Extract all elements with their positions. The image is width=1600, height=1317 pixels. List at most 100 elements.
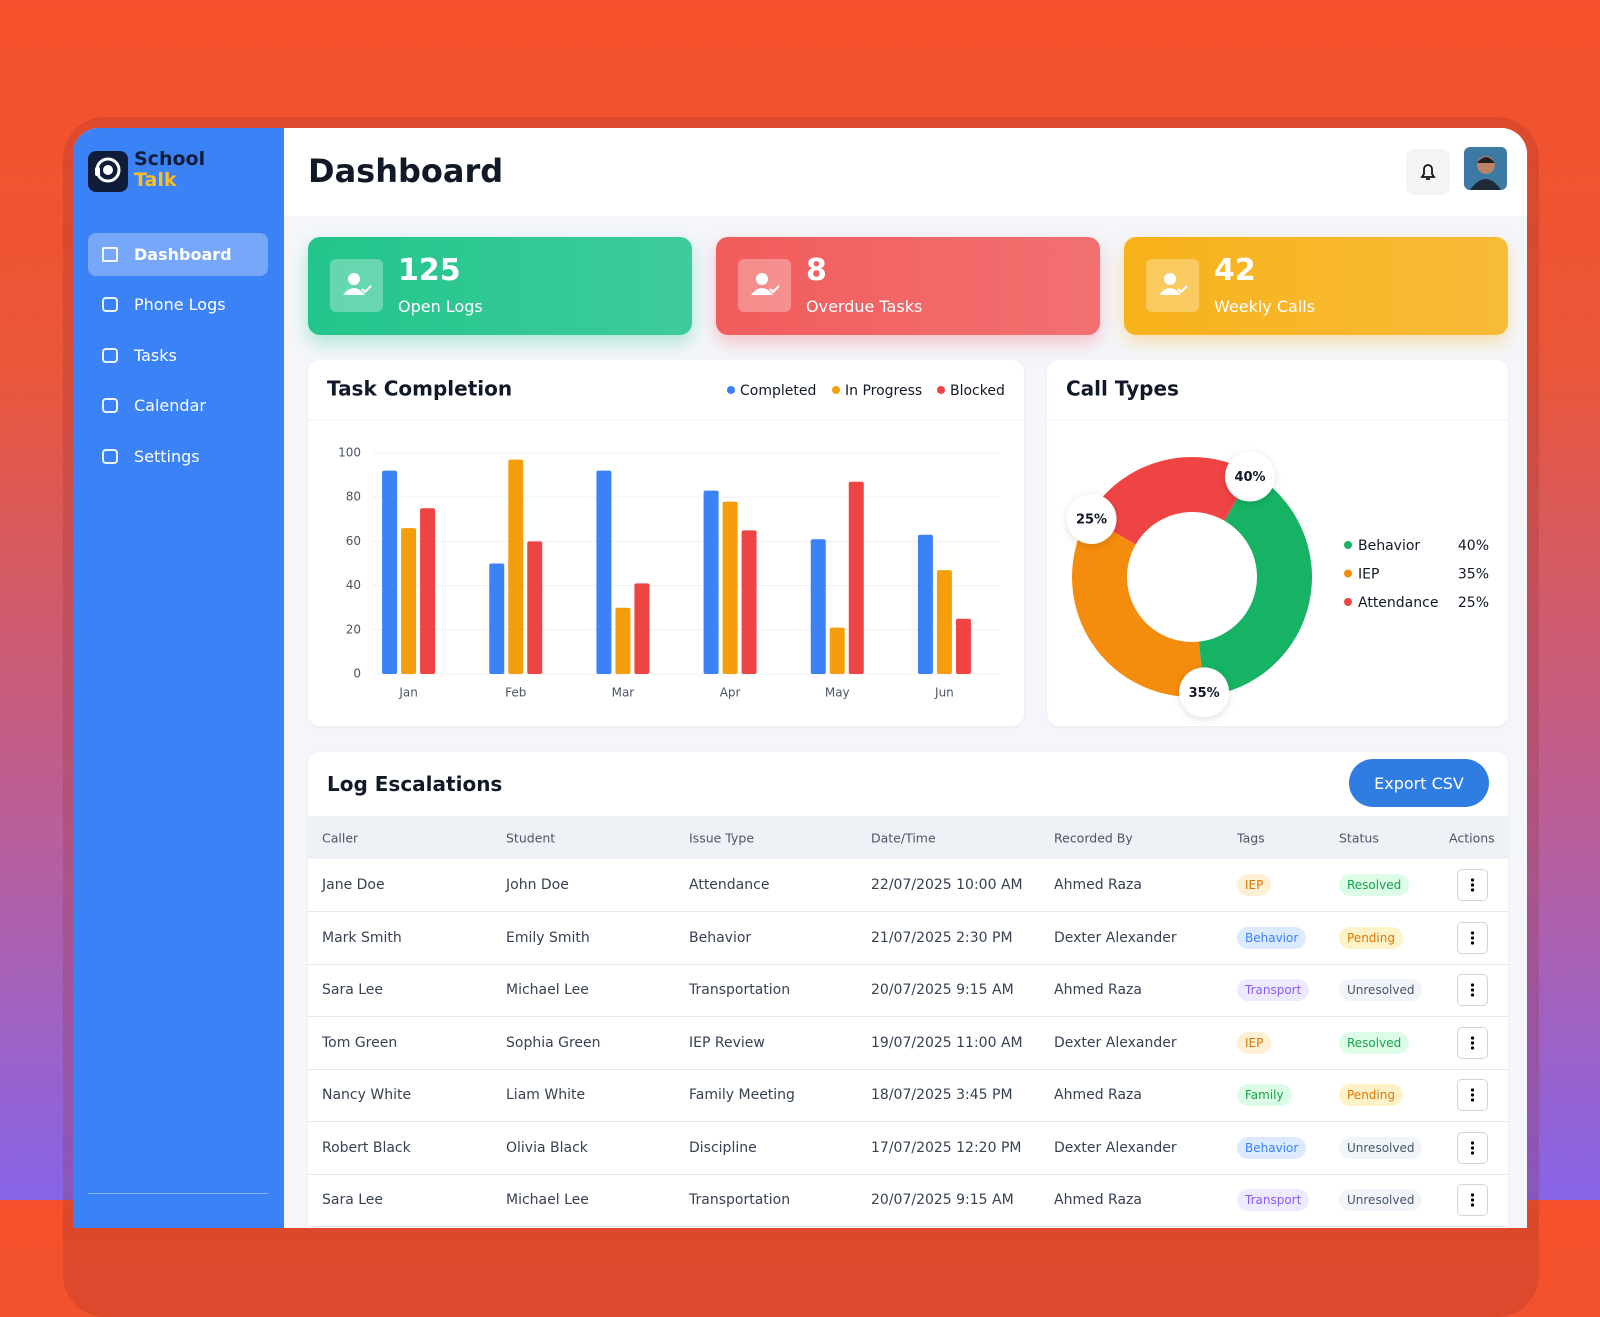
page-title: Dashboard <box>308 152 504 190</box>
cell: Michael Lee <box>506 982 589 998</box>
column-header: Recorded By <box>1054 830 1133 846</box>
bar <box>615 607 631 674</box>
action-button[interactable] <box>1457 869 1488 901</box>
row-border <box>308 1173 1508 1175</box>
action-button[interactable] <box>1457 1184 1488 1216</box>
nav-item[interactable]: Phone Logs <box>88 283 268 326</box>
legend-dot <box>1344 598 1352 606</box>
cell: Tom Green <box>322 1034 398 1051</box>
cell: John Doe <box>506 877 569 893</box>
cell: Sophia Green <box>506 1034 601 1051</box>
pie-chart: Call Types 40% Behavior 40% 35% IEP 35% 25% Atte… <box>1047 377 1508 718</box>
nav-icon <box>102 348 118 363</box>
bar <box>722 501 738 674</box>
app: School Talk Dashboard Phone Logs Tasks Cale… <box>73 128 1527 1228</box>
stat-card: 8 Overdue Tasks <box>716 237 1100 335</box>
action-button[interactable] <box>1457 1026 1488 1059</box>
stat-value: 42 <box>1214 253 1256 288</box>
row-border <box>308 1226 1508 1227</box>
export-button[interactable]: Export CSV <box>1349 759 1489 807</box>
action-button[interactable] <box>1457 1079 1488 1111</box>
legend-dot <box>832 386 840 394</box>
x-tick-label: Jun <box>934 686 954 700</box>
cell: 20/07/2025 9:15 AM <box>871 982 1014 998</box>
bar <box>955 618 971 674</box>
tag: Behavior <box>1237 926 1307 949</box>
stat-icon <box>1146 259 1199 312</box>
cell: Dexter Alexander <box>1054 1139 1177 1156</box>
cell: Nancy White <box>322 1087 412 1103</box>
cell: Ahmed Raza <box>1054 877 1142 893</box>
bar <box>382 470 398 674</box>
y-tick-label: 80 <box>346 490 361 504</box>
kebab-icon <box>1470 930 1475 945</box>
pie-slice <box>1072 517 1205 697</box>
cell: Sara Lee <box>322 1192 384 1208</box>
tag: Transport <box>1237 1189 1310 1211</box>
legend-value: 35% <box>1458 567 1489 583</box>
cell: Attendance <box>689 877 770 893</box>
column-header: Caller <box>322 830 359 846</box>
nav-item[interactable]: Settings <box>88 435 268 478</box>
stat-value: 125 <box>398 253 461 288</box>
nav-icon <box>102 398 118 413</box>
column-header: Status <box>1339 830 1379 846</box>
pie-slice <box>1088 457 1252 545</box>
logo <box>88 151 128 192</box>
cell: Discipline <box>689 1139 757 1156</box>
slice-label: 35% <box>1189 686 1220 701</box>
nav-icon <box>102 247 118 262</box>
table-card: Log Escalations Export CSV Caller Student… <box>308 752 1508 1228</box>
action-button[interactable] <box>1457 1131 1488 1164</box>
y-tick-label: 0 <box>353 667 361 681</box>
cell: 18/07/2025 3:45 PM <box>871 1087 1013 1103</box>
kebab-icon <box>1470 1035 1475 1050</box>
legend-dot <box>1344 541 1352 549</box>
cell: Robert Black <box>322 1139 411 1156</box>
status: Pending <box>1339 926 1403 949</box>
chart-title: Call Types <box>1066 377 1179 401</box>
column-header: Issue Type <box>689 830 755 846</box>
stat-card: 42 Weekly Calls <box>1124 237 1508 335</box>
status: Unresolved <box>1339 1189 1423 1211</box>
kebab-icon <box>1470 878 1475 892</box>
chart-title: Task Completion <box>327 377 512 401</box>
slice-bubble <box>1066 494 1117 544</box>
legend-value: 25% <box>1458 595 1489 611</box>
cell: Transportation <box>689 982 791 998</box>
cell: IEP Review <box>689 1034 765 1051</box>
action-button[interactable] <box>1457 921 1488 954</box>
slice-label: 40% <box>1234 470 1265 485</box>
bar-chart: Task Completion Completed In Progress Block… <box>308 377 1024 700</box>
kebab-icon <box>1470 1140 1475 1155</box>
cell: 17/07/2025 12:20 PM <box>871 1139 1022 1156</box>
legend-label: Completed <box>740 383 816 399</box>
x-tick-label: Jan <box>398 686 418 700</box>
nav-item[interactable]: Dashboard <box>88 233 268 276</box>
cell: 20/07/2025 9:15 AM <box>871 1192 1014 1208</box>
tag: IEP <box>1237 874 1272 896</box>
bar <box>810 539 826 674</box>
bar <box>596 470 612 674</box>
row-border <box>308 963 1508 965</box>
y-tick-label: 20 <box>346 622 361 636</box>
nav-item[interactable]: Calendar <box>88 384 268 427</box>
x-tick-label: Feb <box>505 686 526 700</box>
cell: Jane Doe <box>322 877 385 893</box>
tag: Behavior <box>1237 1136 1307 1159</box>
nav-item[interactable]: Tasks <box>88 334 268 377</box>
bell-button[interactable] <box>1406 149 1450 195</box>
topbar <box>284 128 1527 216</box>
user-icon <box>751 273 780 295</box>
row-border <box>308 1016 1508 1017</box>
x-tick-label: May <box>825 686 850 700</box>
legend-label: Behavior <box>1358 538 1420 554</box>
y-tick-label: 60 <box>346 534 361 548</box>
action-button[interactable] <box>1457 974 1488 1006</box>
cell: Liam White <box>506 1087 586 1103</box>
avatar[interactable] <box>1464 147 1507 190</box>
cell: Mark Smith <box>322 929 402 946</box>
bar <box>489 563 505 674</box>
bar <box>703 490 719 674</box>
cell: Sara Lee <box>322 982 384 998</box>
